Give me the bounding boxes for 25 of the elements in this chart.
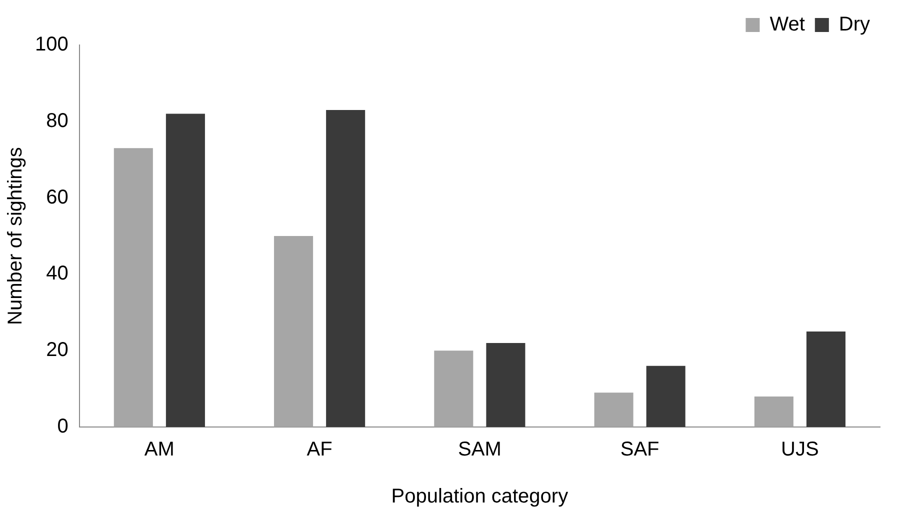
bar [754,396,794,427]
y-tick-label: 60 [46,186,68,208]
x-tick-label: AF [306,438,332,461]
y-axis-title: Number of sightings [4,147,27,325]
bar [114,148,153,427]
bar [594,392,634,427]
y-tick-label: 0 [57,416,68,438]
bar [434,350,474,427]
x-tick-label: AM [144,438,174,461]
bar [326,110,366,427]
bar [486,342,526,427]
bar [646,366,686,427]
x-tick-label: UJS [781,438,819,461]
bar [166,114,205,427]
legend-label: Dry [838,14,870,36]
x-axis-title: Population category [391,486,568,508]
legend-label: Wet [770,14,806,36]
y-tick-label: 80 [46,110,68,132]
y-tick-label: 100 [34,34,68,56]
bar [806,332,846,427]
x-tick-label: SAM [458,438,502,461]
y-tick-label: 40 [46,262,68,285]
x-tick-label: SAF [620,438,660,461]
bar [274,236,314,427]
y-tick-label: 20 [46,339,68,362]
